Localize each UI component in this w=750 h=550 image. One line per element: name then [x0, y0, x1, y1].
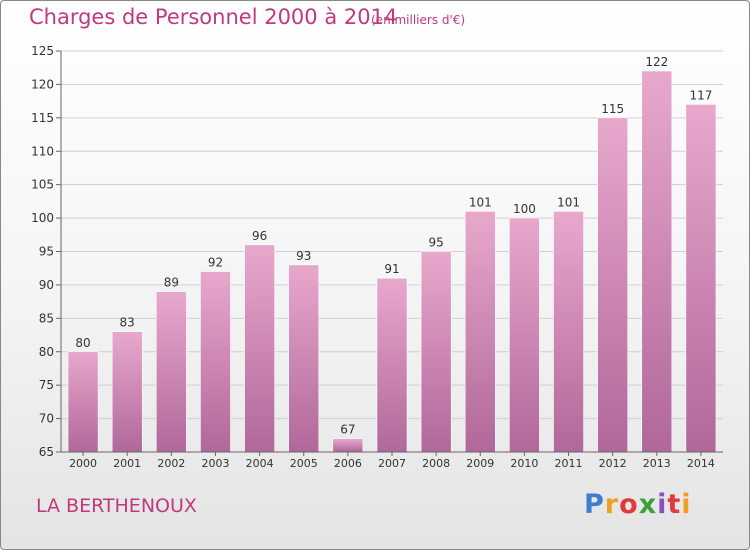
- x-tick-label: 2013: [643, 457, 671, 470]
- y-tick-label: 105: [31, 178, 54, 192]
- x-tick-label: 2003: [201, 457, 229, 470]
- x-tick-label: 2011: [555, 457, 583, 470]
- bar: [597, 117, 628, 453]
- bar: [509, 217, 540, 453]
- value-label: 93: [296, 249, 311, 263]
- y-tick-label: 70: [39, 412, 54, 426]
- value-label: 100: [513, 202, 536, 216]
- x-tick-label: 2001: [113, 457, 141, 470]
- x-tick-label: 2008: [422, 457, 450, 470]
- x-tick-label: 2005: [290, 457, 318, 470]
- y-tick-label: 125: [31, 44, 54, 58]
- value-label: 95: [428, 236, 443, 250]
- y-tick-label: 120: [31, 77, 54, 91]
- logo-letter: o: [619, 489, 639, 520]
- x-axis: 2000 2001 2002 2003 2004 2005 2006 2007 2008 2009…: [61, 451, 723, 470]
- y-tick-label: 65: [39, 445, 54, 459]
- bar: [332, 438, 364, 453]
- bar: [156, 291, 187, 453]
- bar: [553, 211, 584, 453]
- logo-letter: i: [657, 489, 668, 520]
- y-tick-label: 110: [31, 144, 54, 158]
- value-label: 101: [469, 195, 492, 209]
- value-label: 80: [75, 336, 90, 350]
- y-tick-label: 90: [39, 278, 54, 292]
- x-tick-label: 2000: [69, 457, 97, 470]
- value-label: 101: [557, 195, 580, 209]
- bar: [288, 264, 319, 453]
- x-tick-label: 2010: [510, 457, 538, 470]
- bar: [465, 211, 496, 453]
- x-tick-label: 2014: [687, 457, 715, 470]
- value-label: 122: [645, 55, 668, 69]
- x-tick-label: 2004: [246, 457, 274, 470]
- bar: [244, 244, 275, 453]
- bar: [685, 104, 717, 453]
- y-tick-label: 115: [31, 111, 54, 125]
- value-label: 91: [384, 262, 399, 276]
- value-label: 67: [340, 423, 355, 437]
- logo-letter: P: [584, 489, 605, 520]
- bar: [641, 70, 673, 453]
- chart-subtitle: (en milliers d'€): [371, 13, 466, 27]
- y-axis: 65 70 75 80 85 90 95 100 105 110 115 120 125: [31, 44, 62, 459]
- bars: [67, 70, 717, 453]
- value-label: 89: [164, 276, 179, 290]
- proxiti-logo: Proxiti: [584, 489, 692, 520]
- bar: [111, 331, 143, 453]
- y-tick-label: 95: [39, 245, 54, 259]
- x-tick-label: 2002: [157, 457, 185, 470]
- value-label: 117: [689, 88, 712, 102]
- bar: [200, 271, 231, 453]
- value-label: 92: [208, 256, 223, 270]
- commune-name: LA BERTHENOUX: [36, 495, 197, 517]
- value-labels: 80 83 89 92 96 93 67 91 95 101 100 101 115 122 117: [75, 55, 712, 437]
- y-tick-label: 75: [39, 378, 54, 392]
- logo-letter: x: [638, 489, 658, 520]
- y-tick-label: 85: [39, 311, 54, 325]
- value-label: 115: [601, 102, 624, 116]
- x-tick-label: 2006: [334, 457, 362, 470]
- chart-title: Charges de Personnel 2000 à 2014: [29, 5, 398, 29]
- logo-letter: i: [681, 489, 692, 520]
- x-tick-label: 2007: [378, 457, 406, 470]
- value-label: 83: [120, 316, 135, 330]
- logo-letter: r: [604, 489, 620, 520]
- bar: [420, 251, 452, 453]
- bar: [376, 277, 408, 453]
- value-label: 96: [252, 229, 267, 243]
- x-tick-label: 2009: [466, 457, 494, 470]
- y-tick-label: 100: [31, 211, 54, 225]
- bar: [67, 351, 99, 453]
- y-tick-label: 80: [39, 345, 54, 359]
- x-tick-label: 2012: [599, 457, 627, 470]
- logo-letter: t: [667, 489, 682, 520]
